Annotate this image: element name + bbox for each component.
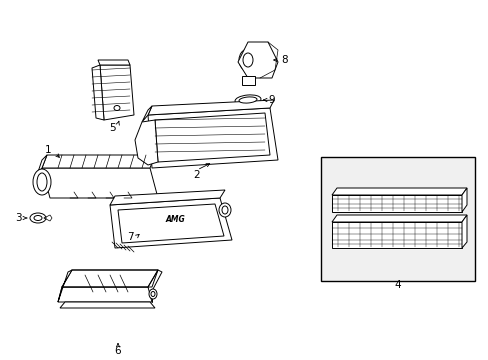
Ellipse shape xyxy=(37,173,47,191)
Text: 9: 9 xyxy=(268,95,275,105)
Polygon shape xyxy=(92,65,104,120)
Text: 5: 5 xyxy=(108,123,115,133)
Polygon shape xyxy=(242,76,254,85)
Ellipse shape xyxy=(114,105,120,111)
Polygon shape xyxy=(110,190,224,205)
FancyBboxPatch shape xyxy=(320,157,474,281)
Ellipse shape xyxy=(239,49,257,71)
Ellipse shape xyxy=(235,95,261,105)
Polygon shape xyxy=(331,215,466,222)
Polygon shape xyxy=(100,65,134,120)
Text: 7: 7 xyxy=(126,232,133,242)
Ellipse shape xyxy=(222,206,227,214)
Ellipse shape xyxy=(149,289,157,299)
Polygon shape xyxy=(58,287,152,302)
Polygon shape xyxy=(238,42,278,78)
Polygon shape xyxy=(331,188,466,195)
Ellipse shape xyxy=(30,213,46,223)
Polygon shape xyxy=(42,168,158,198)
Polygon shape xyxy=(62,270,158,287)
Ellipse shape xyxy=(219,203,230,217)
Ellipse shape xyxy=(151,292,155,297)
Text: 4: 4 xyxy=(394,280,401,290)
Polygon shape xyxy=(461,188,466,212)
Text: AMG: AMG xyxy=(165,216,184,225)
Polygon shape xyxy=(148,100,273,115)
Polygon shape xyxy=(148,108,278,168)
Polygon shape xyxy=(331,195,461,212)
Polygon shape xyxy=(110,198,231,248)
Polygon shape xyxy=(142,106,152,122)
Polygon shape xyxy=(118,204,224,243)
Text: 6: 6 xyxy=(115,346,121,356)
Polygon shape xyxy=(98,60,130,65)
Ellipse shape xyxy=(34,216,42,220)
Polygon shape xyxy=(331,222,461,248)
Polygon shape xyxy=(155,113,269,162)
Text: 3: 3 xyxy=(15,213,21,223)
Polygon shape xyxy=(37,155,47,175)
Ellipse shape xyxy=(243,53,252,67)
Polygon shape xyxy=(42,155,155,168)
Polygon shape xyxy=(461,215,466,248)
Ellipse shape xyxy=(33,169,51,195)
Polygon shape xyxy=(135,120,158,165)
Text: 2: 2 xyxy=(193,170,200,180)
Text: 8: 8 xyxy=(281,55,288,65)
Polygon shape xyxy=(60,302,155,308)
Polygon shape xyxy=(58,270,72,302)
Ellipse shape xyxy=(239,97,257,103)
Text: 1: 1 xyxy=(44,145,51,155)
